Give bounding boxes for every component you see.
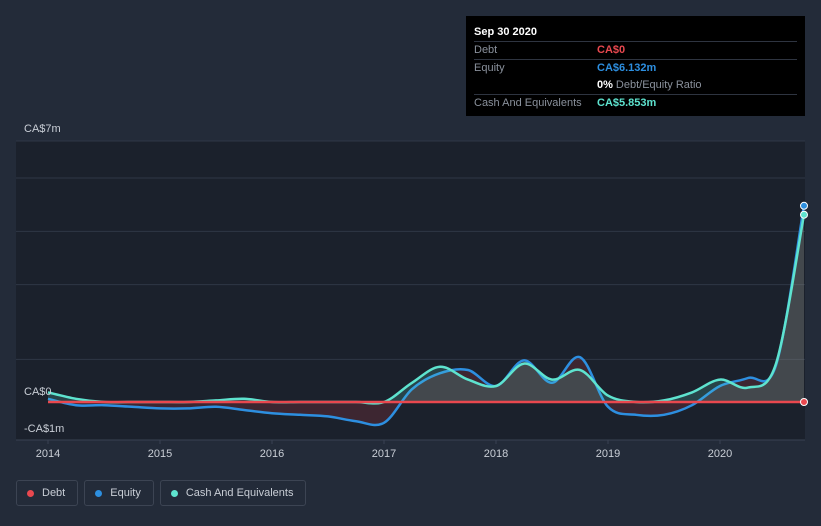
x-tick-label-2014: 2014 [36, 448, 60, 460]
legend-label-debt: Debt [42, 487, 66, 499]
x-tick-label-2020: 2020 [708, 448, 732, 460]
x-tick-label-2017: 2017 [372, 448, 396, 460]
tooltip-equity-value: CA$6.132m [597, 62, 657, 74]
end-marker-cash-and-equivalents [800, 210, 808, 219]
legend-item-equity[interactable]: Equity [84, 480, 154, 506]
tooltip-row-equity: Equity CA$6.132m [474, 59, 797, 76]
tooltip-ratio-label: Debt/Equity Ratio [615, 79, 702, 91]
tooltip-row-debt: Debt CA$0 [474, 41, 797, 58]
tooltip-cash-value: CA$5.853m [597, 97, 657, 109]
tooltip-ratio-value: 0% [597, 79, 613, 91]
tooltip-debt-value: CA$0 [597, 44, 626, 56]
x-tick-label-2015: 2015 [148, 448, 172, 460]
chart-legend: Debt Equity Cash And Equivalents [16, 480, 307, 506]
y-tick-label-top: CA$7m [24, 123, 61, 135]
debt-dot-icon [27, 489, 34, 497]
x-tick-label-2016: 2016 [260, 448, 284, 460]
axis-layer: CA$7m CA$0 -CA$1m 2014 2015 2016 2017 2018 2019 2… [24, 123, 732, 460]
tooltip-cash-label: Cash And Equivalents [474, 97, 582, 109]
series-layer [47, 201, 808, 427]
end-marker-equity [800, 201, 808, 210]
tooltip-debt-label: Debt [474, 44, 498, 56]
y-tick-label-zero: CA$0 [24, 386, 52, 398]
legend-label-cash: Cash And Equivalents [185, 487, 294, 499]
area-cash-and-equivalents [48, 214, 804, 404]
tooltip-row-cash: Cash And Equivalents CA$5.853m [474, 94, 797, 111]
equity-dot-icon [95, 489, 103, 497]
legend-item-debt[interactable]: Debt [16, 480, 79, 506]
tooltip-date: Sep 30 2020 [474, 26, 537, 38]
tooltip-row-ratio: 0% Debt/Equity Ratio [474, 77, 797, 93]
legend-item-cash[interactable]: Cash And Equivalents [159, 480, 307, 506]
legend-label-equity: Equity [110, 487, 141, 499]
x-tick-label-2018: 2018 [484, 448, 508, 460]
data-tooltip: Sep 30 2020 Debt CA$0 Equity CA$6.132m 0… [466, 16, 805, 116]
x-tick-label-2019: 2019 [596, 448, 620, 460]
line-equity [47, 205, 805, 427]
tooltip-equity-label: Equity [474, 62, 505, 74]
gridlines [16, 140, 805, 441]
cash-dot-icon [170, 489, 178, 497]
end-marker-debt [800, 398, 808, 406]
y-tick-label-bottom: -CA$1m [24, 423, 64, 435]
